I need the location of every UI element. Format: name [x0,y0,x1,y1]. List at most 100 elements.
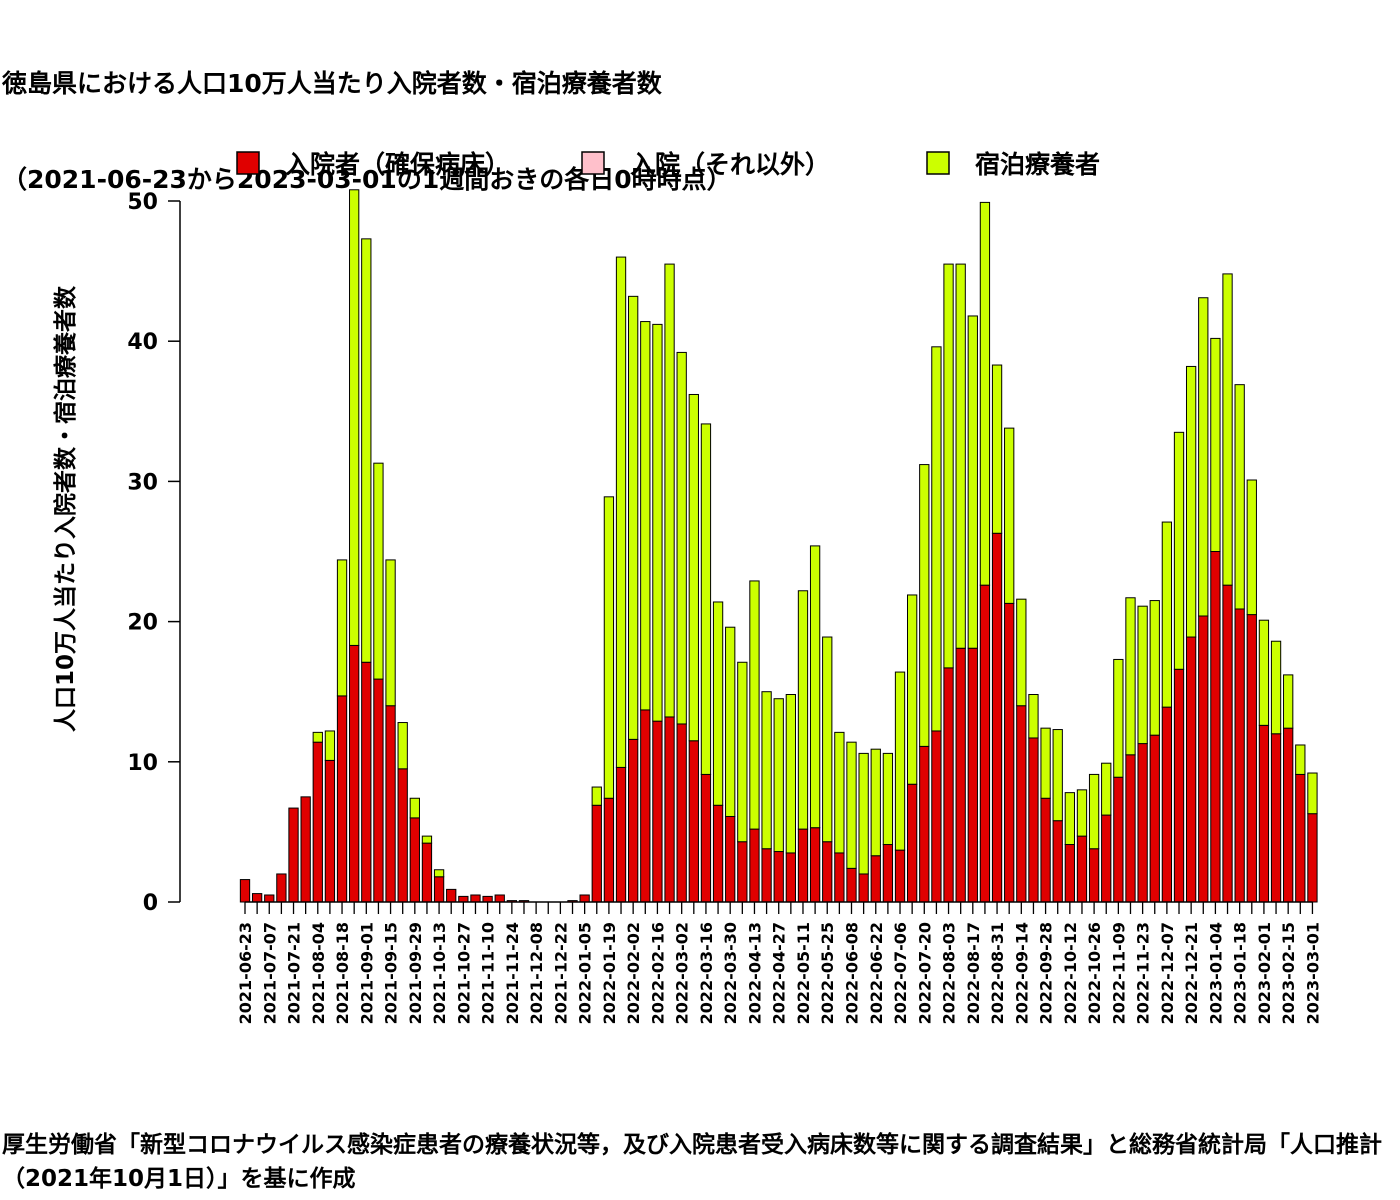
bar-segment [1137,743,1148,903]
bar-segment [1173,431,1185,670]
bar-segment [264,894,275,903]
x-tick-label: 2021-07-21 [285,922,304,1024]
bar-segment [1113,658,1124,778]
x-tick-label: 2021-08-18 [333,922,352,1024]
x-axis: 2021-06-23 2021-07-07 2021-07-21 2021-08-04… [236,901,1322,1024]
bar-segment [979,201,991,586]
x-tick-label: 2022-06-08 [843,922,862,1024]
x-tick-label: 2021-11-10 [479,922,498,1024]
x-tick-label: 2021-09-01 [357,922,376,1024]
x-tick-label: 2022-09-28 [1037,922,1056,1024]
bar-segment [1210,551,1221,903]
x-tick-label: 2022-04-13 [745,922,764,1024]
bar-segment [1064,792,1075,846]
x-tick-label: 2022-05-11 [794,922,813,1024]
bar-segment [907,594,918,785]
bar-segment [1149,600,1160,736]
bar-segment [336,695,348,903]
bar-segment [591,804,602,903]
bar-segment [894,671,906,851]
bar-segment [1307,813,1318,903]
bar-segment [349,189,360,646]
bar-segment [822,841,833,903]
bar-segment [628,295,639,740]
bar-segment [312,741,323,903]
bar-segment [1088,773,1100,850]
bar-segment [1137,605,1148,745]
x-tick-label: 2022-02-16 [648,922,667,1024]
x-tick-label: 2021-12-22 [551,922,570,1024]
bar-segment [615,766,627,903]
bar-segment [761,848,772,903]
bar-segment [1270,733,1282,903]
bar-segment [1173,668,1185,903]
y-tick-label: 50 [127,190,158,215]
chart-legend: 入院者（確保病床） 入院（それ以外） 宿泊療養者 [236,150,1100,179]
bar-segment [1210,337,1221,552]
y-tick-label: 30 [127,470,158,495]
bar-segment [664,716,675,903]
bar-segment [615,256,627,768]
bar-segment [1125,597,1136,756]
bar-segment [846,867,857,903]
x-tick-label: 2021-10-13 [430,922,449,1024]
bar-segment [712,601,724,806]
y-tick-label: 10 [127,751,158,776]
bar-segment [688,393,699,742]
legend-label: 入院（それ以外） [630,150,830,179]
bar-segment [1185,365,1197,638]
bar-segment [1101,814,1112,903]
bar-segment [591,786,602,806]
bar-segment [1185,636,1197,903]
bar-segment [276,873,287,903]
bar-segment [251,893,263,903]
bar-segment [1198,615,1209,903]
x-tick-label: 2022-01-05 [576,922,595,1024]
x-tick-label: 2022-03-02 [673,922,692,1024]
legend-swatch [581,151,605,175]
bar-segment [1246,479,1257,616]
source-note: 厚生労働省「新型コロナウイルス感染症患者の療養状況等，及び入院患者受入病床数等に… [2,1132,1382,1192]
x-tick-label: 2021-06-23 [236,922,255,1024]
bar-segment [773,851,784,903]
bar-segment [409,817,420,903]
bar-segment [797,590,809,830]
x-tick-label: 2023-01-18 [1231,922,1250,1024]
bar-segment [943,263,954,669]
bar-segment [943,667,954,903]
bar-segment [324,730,336,761]
bar-segment [700,423,712,775]
bar-segment [312,731,323,743]
bar-segment [446,888,457,903]
y-tick-label: 40 [127,330,158,355]
stacked-bar-chart: 入院者（確保病床） 入院（それ以外） 宿泊療養者 0 10 20 30 40 50 人口10万… [52,150,1322,1024]
bar-segment [385,705,396,903]
bar-segment [397,768,408,903]
bar-segment [894,849,906,903]
bar-segment [349,644,360,903]
chart-title-line-2: （2021-06-23から2023-03-01の1週間おきの各日0時時点） [2,165,732,194]
legend-label: 入院者（確保病床） [285,150,510,179]
bar-segment [797,828,809,903]
x-tick-label: 2022-03-16 [697,922,716,1024]
x-tick-label: 2022-05-25 [818,922,837,1024]
bar-segment [870,748,881,857]
bar-segment [603,496,615,799]
bar-segment [361,661,372,903]
bar-segment [1028,694,1039,739]
bar-segment [1295,744,1306,775]
bar-segment [1234,384,1245,610]
bar-segment [1004,427,1015,604]
x-tick-label: 2022-11-23 [1134,922,1153,1024]
x-tick-label: 2021-10-27 [454,922,473,1024]
bar-segment [773,698,784,853]
bar-segment [579,894,590,903]
bar-segment [324,759,336,903]
x-tick-label: 2022-02-02 [624,922,643,1024]
bar-segment [1161,521,1173,708]
bar-segment [676,351,687,725]
x-tick-label: 2022-08-17 [964,922,983,1024]
bar-segment [967,647,978,903]
bar-segment [421,835,433,844]
bar-segment [628,738,639,903]
